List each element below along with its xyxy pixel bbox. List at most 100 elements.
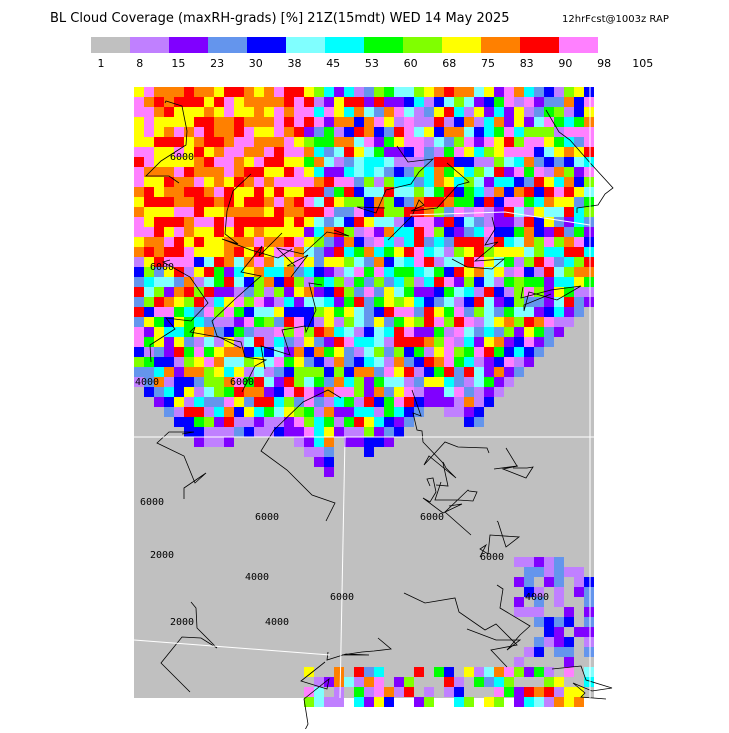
cloud-cell [404,277,414,287]
cloud-cell [254,277,264,287]
cloud-cell [424,197,434,207]
cloud-cell [234,417,244,427]
cloud-cell [324,377,334,387]
cloud-cell [194,277,204,287]
cloud-cell [444,267,454,277]
cloud-cell [144,297,154,307]
cloud-cell [444,197,454,207]
contour-label: 6000 [140,497,164,508]
cloud-cell [454,187,464,197]
cloud-cell [204,267,214,277]
cloud-cell [324,367,334,377]
cloud-cell [524,107,534,117]
cloud-cell [554,277,564,287]
cloud-cell [314,687,324,697]
cloud-cell [184,387,194,397]
cloud-cell [504,317,514,327]
cloud-cell [444,97,454,107]
cloud-cell [364,87,374,97]
cloud-cell [234,107,244,117]
cloud-cell [264,347,274,357]
cloud-cell [414,307,424,317]
cloud-cell [554,637,564,647]
cloud-cell [144,177,154,187]
cloud-cell [494,167,504,177]
cloud-cell [444,407,454,417]
cloud-cell [324,307,334,317]
cloud-cell [284,137,294,147]
cloud-cell [204,347,214,357]
cloud-cell [554,107,564,117]
cloud-cell [174,217,184,227]
cloud-cell [164,227,174,237]
cloud-cell [224,157,234,167]
cloud-cell [464,97,474,107]
cloud-cell [134,257,144,267]
cloud-cell [554,617,564,627]
cloud-cell [374,307,384,317]
cloud-cell [204,197,214,207]
cloud-cell [334,117,344,127]
cloud-cell [504,137,514,147]
cloud-cell [414,247,424,257]
cloud-cell [244,177,254,187]
cloud-cell [454,267,464,277]
cloud-cell [234,277,244,287]
cloud-cell [464,407,474,417]
cloud-cell [314,267,324,277]
cloud-cell [264,117,274,127]
cloud-cell [334,377,344,387]
cloud-cell [434,397,444,407]
cloud-cell [534,117,544,127]
cloud-cell [194,177,204,187]
cloud-cell [544,227,554,237]
cloud-cell [354,97,364,107]
cloud-cell [374,217,384,227]
cloud-cell [224,417,234,427]
cloud-cell [474,407,484,417]
cloud-cell [244,387,254,397]
cloud-cell [294,327,304,337]
cloud-cell [234,307,244,317]
cloud-cell [384,397,394,407]
cloud-cell [234,157,244,167]
cloud-cell [404,677,414,687]
cloud-cell [454,407,464,417]
contours [145,100,614,733]
cloud-cell [324,417,334,427]
cloud-cell [304,237,314,247]
cloud-cell [434,297,444,307]
cloud-cell [214,407,224,417]
cloud-cell [304,137,314,147]
cloud-cell [134,247,144,257]
cloud-cell [564,667,574,677]
cloud-cell [174,277,184,287]
cloud-cell [364,307,374,317]
cloud-cell [324,87,334,97]
cloud-cell [214,107,224,117]
cloud-cell [444,257,454,267]
cloud-cell [354,297,364,307]
cloud-cell [364,267,374,277]
cloud-cell [524,297,534,307]
cloud-cell [464,347,474,357]
cloud-cell [264,387,274,397]
cloud-cell [434,337,444,347]
cloud-cell [564,87,574,97]
cloud-cell [274,407,284,417]
cloud-cell [214,427,224,437]
cloud-cell [414,207,424,217]
cloud-cell [374,117,384,127]
cloud-cell [404,227,414,237]
cloud-cell [294,277,304,287]
cloud-cell [304,407,314,417]
cloud-cell [174,107,184,117]
cloud-cell [294,417,304,427]
cloud-cell [484,327,494,337]
cloud-cell [424,167,434,177]
cloud-cell [364,287,374,297]
cloud-cell [484,177,494,187]
cloud-cell [394,147,404,157]
cloud-cell [244,147,254,157]
cloud-cell [374,107,384,117]
